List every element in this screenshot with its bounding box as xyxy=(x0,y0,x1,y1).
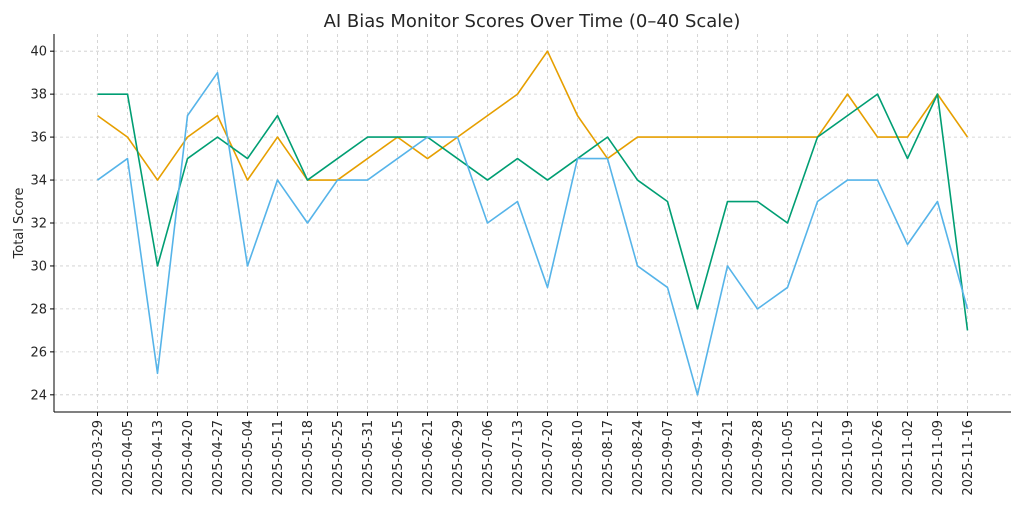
x-tick-label: 2025-09-21 xyxy=(721,420,736,496)
x-tick-label: 2025-11-16 xyxy=(961,420,976,496)
x-tick-label: 2025-03-29 xyxy=(91,420,106,496)
series-layer xyxy=(97,50,969,396)
y-tick-labels: 24 26 28 30 32 34 36 38 40 xyxy=(30,45,54,403)
y-tick-label: 24 xyxy=(30,388,47,403)
y-tick-label: 40 xyxy=(30,45,47,60)
x-tick-label: 2025-05-31 xyxy=(361,420,376,496)
y-tick-label: 32 xyxy=(30,217,47,232)
x-tick-label: 2025-09-28 xyxy=(751,420,766,496)
x-tick-label: 2025-10-26 xyxy=(871,420,886,496)
y-tick-label: 34 xyxy=(30,174,47,189)
series-line-1 xyxy=(97,50,969,181)
chart-title: AI Bias Monitor Scores Over Time (0–40 S… xyxy=(324,11,741,32)
x-tick-label: 2025-05-04 xyxy=(241,420,256,496)
x-tick-label: 2025-09-07 xyxy=(661,420,676,496)
x-tick-label: 2025-06-21 xyxy=(421,420,436,496)
x-tick-label: 2025-10-19 xyxy=(841,420,856,496)
x-tick-label: 2025-08-24 xyxy=(631,420,646,496)
x-tick-label: 2025-08-17 xyxy=(601,420,616,496)
x-tick-label: 2025-11-09 xyxy=(931,420,946,496)
y-tick-label: 36 xyxy=(30,131,47,146)
x-tick-label: 2025-06-29 xyxy=(451,420,466,496)
y-tick-label: 28 xyxy=(30,302,47,317)
x-tick-label: 2025-06-15 xyxy=(391,420,406,496)
series-line-3 xyxy=(97,71,969,396)
x-tick-labels: 2025-03-29 2025-04-05 2025-04-13 2025-04-20… xyxy=(91,412,976,496)
x-tick-label: 2025-07-13 xyxy=(511,420,526,496)
x-tick-label: 2025-07-20 xyxy=(541,420,556,496)
y-tick-label: 30 xyxy=(30,259,47,274)
y-axis-label: Total Score xyxy=(12,188,27,260)
series-line-2 xyxy=(97,93,969,331)
x-tick-label: 2025-04-27 xyxy=(211,420,226,496)
x-tick-label: 2025-05-25 xyxy=(331,420,346,496)
x-tick-label: 2025-08-10 xyxy=(571,420,586,496)
x-tick-label: 2025-04-13 xyxy=(151,420,166,496)
x-tick-label: 2025-04-20 xyxy=(181,420,196,496)
x-tick-label: 2025-10-05 xyxy=(781,420,796,496)
x-tick-label: 2025-05-18 xyxy=(301,420,316,496)
x-tick-label: 2025-10-12 xyxy=(811,420,826,496)
x-tick-label: 2025-05-11 xyxy=(271,420,286,496)
x-tick-label: 2025-04-05 xyxy=(121,420,136,496)
x-tick-label: 2025-09-14 xyxy=(691,420,706,496)
x-tick-label: 2025-07-06 xyxy=(481,420,496,496)
y-tick-label: 26 xyxy=(30,345,47,360)
y-tick-label: 38 xyxy=(30,88,47,103)
axis-layer xyxy=(53,34,1011,413)
grid-layer xyxy=(54,34,1011,412)
x-tick-label: 2025-11-02 xyxy=(901,420,916,496)
